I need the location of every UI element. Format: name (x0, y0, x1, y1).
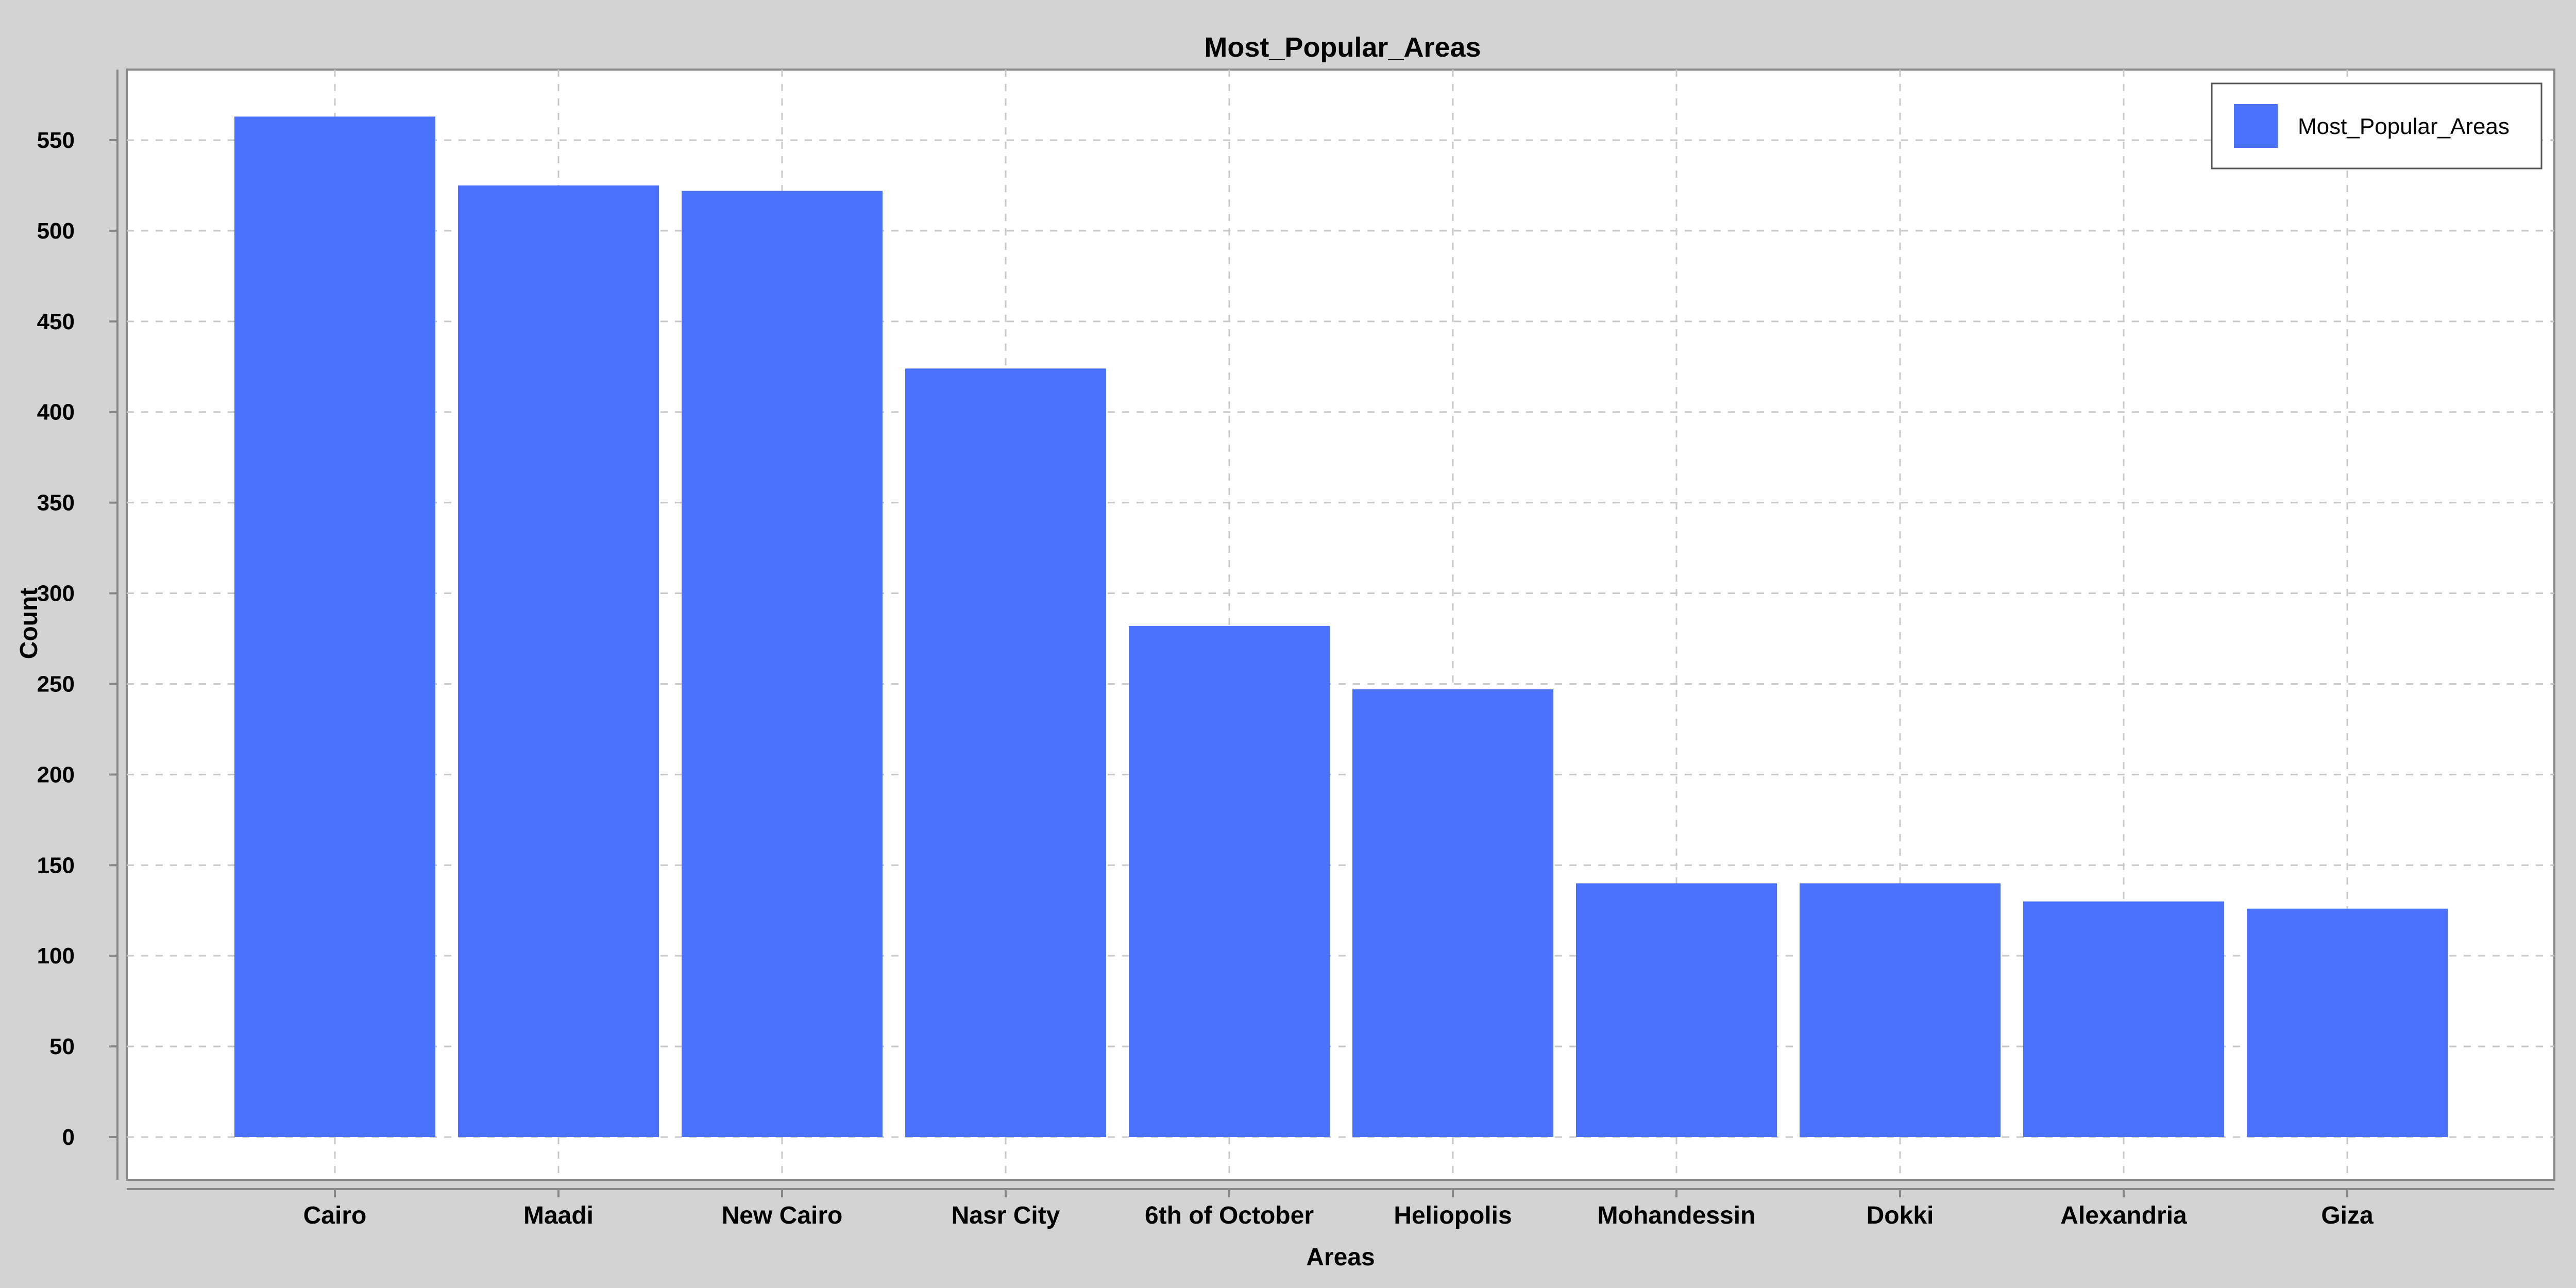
bar (1576, 883, 1777, 1137)
y-tick-label: 500 (37, 218, 75, 244)
bars (234, 116, 2448, 1138)
y-tick-label: 400 (37, 400, 75, 425)
y-axis-ticks: 0 50 100 150 200 250 300 350 400 450 500 550 (37, 128, 117, 1150)
x-tick-label: Nasr City (952, 1202, 1060, 1229)
y-tick-label: 150 (37, 853, 75, 878)
y-tick-label: 200 (37, 762, 75, 787)
bar (1129, 625, 1330, 1137)
legend: Most_Popular_Areas (2211, 82, 2543, 170)
x-tick-label: Heliopolis (1394, 1202, 1512, 1229)
y-tick-label: 0 (62, 1125, 75, 1150)
bar (905, 368, 1106, 1137)
x-tick-label: New Cairo (722, 1202, 843, 1229)
x-axis-label: Areas (1306, 1244, 1375, 1271)
y-tick-label: 50 (49, 1034, 75, 1059)
bar (2023, 901, 2224, 1137)
bar (234, 116, 435, 1137)
y-tick-label: 550 (37, 128, 75, 153)
legend-label: Most_Popular_Areas (2298, 114, 2510, 139)
y-tick-label: 300 (37, 581, 75, 606)
y-tick-label: 100 (37, 943, 75, 969)
y-tick-label: 250 (37, 671, 75, 697)
bar (682, 191, 883, 1138)
y-tick-label: 450 (37, 309, 75, 334)
x-tick-label: Dokki (1867, 1202, 1934, 1229)
x-tick-label: Giza (2321, 1202, 2374, 1229)
x-tick-label: Alexandria (2060, 1202, 2187, 1229)
x-tick-label: Mohandessin (1598, 1202, 1756, 1229)
legend-swatch (2234, 104, 2278, 148)
bar (2247, 908, 2448, 1137)
bar (458, 185, 659, 1137)
x-axis-ticks: Cairo Maadi New Cairo Nasr City 6th of Octob… (303, 1189, 2374, 1229)
y-tick-label: 350 (37, 490, 75, 516)
x-tick-label: Cairo (303, 1202, 367, 1229)
x-tick-label: Maadi (523, 1202, 594, 1229)
y-axis-label: Count (15, 588, 43, 659)
x-tick-label: 6th of October (1145, 1202, 1314, 1229)
chart-title: Most_Popular_Areas (1204, 32, 1481, 63)
bar (1352, 689, 1553, 1137)
bar (1800, 883, 2001, 1137)
